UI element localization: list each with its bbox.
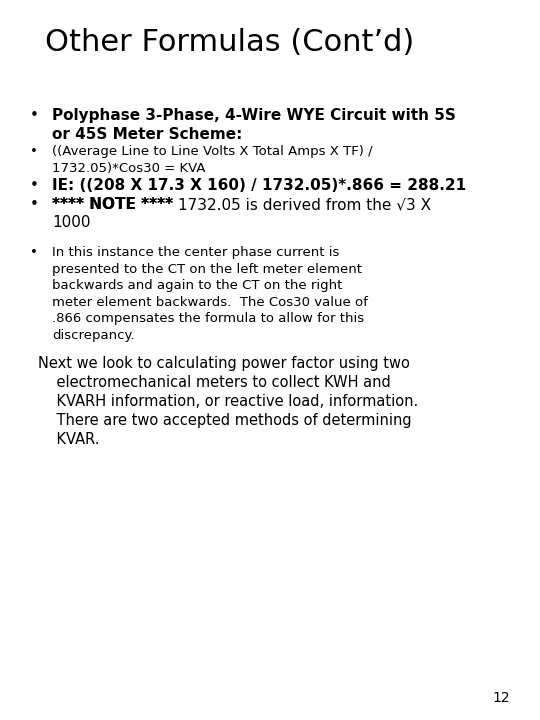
Text: Polyphase 3-Phase, 4-Wire WYE Circuit with 5S
or 45S Meter Scheme:: Polyphase 3-Phase, 4-Wire WYE Circuit wi… [52, 108, 456, 143]
Text: ((Average Line to Line Volts X Total Amps X TF) /
1732.05)*Cos30 = KVA: ((Average Line to Line Volts X Total Amp… [52, 145, 373, 175]
Text: IE: ((208 X 17.3 X 160) / 1732.05)*.866 = 288.21: IE: ((208 X 17.3 X 160) / 1732.05)*.866 … [52, 178, 466, 192]
Text: Next we look to calculating power factor using two
    electromechanical meters : Next we look to calculating power factor… [38, 356, 419, 447]
Text: •: • [30, 197, 39, 212]
Text: 12: 12 [492, 691, 510, 705]
Text: •: • [30, 246, 38, 259]
Text: Other Formulas (Cont’d): Other Formulas (Cont’d) [45, 28, 414, 57]
Text: **** NOTE ****: **** NOTE **** [52, 197, 178, 212]
Text: •: • [30, 145, 38, 158]
Text: •: • [30, 178, 39, 192]
Text: •: • [30, 108, 39, 123]
Text: 1732.05 is derived from the √3 X: 1732.05 is derived from the √3 X [178, 197, 431, 212]
Text: In this instance the center phase current is
presented to the CT on the left met: In this instance the center phase curren… [52, 246, 368, 342]
Text: 1000: 1000 [52, 215, 91, 230]
Text: **** NOTE ****: **** NOTE **** [52, 197, 178, 212]
